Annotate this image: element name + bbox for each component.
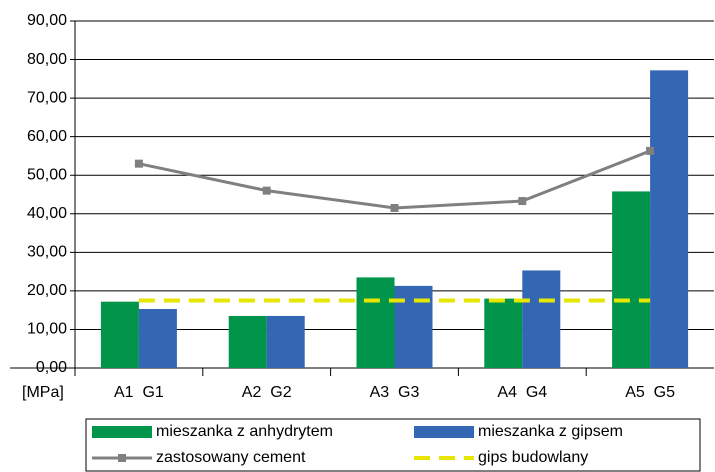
y-unit: [MPa] <box>22 384 64 401</box>
legend-swatch <box>414 426 474 438</box>
y-tick-label: 30,00 <box>27 244 67 261</box>
y-tick-label: 90,00 <box>27 12 67 29</box>
bar <box>650 70 689 369</box>
line-marker <box>262 186 271 195</box>
legend-label: gips budowlany <box>478 449 588 466</box>
bar <box>228 315 267 368</box>
y-tick-label: 10,00 <box>27 321 67 338</box>
x-tick-label: A2 G2 <box>242 384 292 401</box>
y-tick-label: 80,00 <box>27 51 67 68</box>
line-marker <box>646 146 655 155</box>
line-marker <box>518 197 527 206</box>
bar <box>394 285 433 368</box>
y-tick-label: 70,00 <box>27 89 67 106</box>
legend-swatch <box>92 426 152 438</box>
bar <box>100 301 139 368</box>
bar <box>522 270 561 368</box>
bar <box>266 315 305 368</box>
y-tick-label: 50,00 <box>27 166 67 183</box>
legend-box <box>85 418 701 472</box>
legend-label: zastosowany cement <box>156 449 306 466</box>
x-tick-label: A4 G4 <box>497 384 547 401</box>
x-tick-label: A3 G3 <box>370 384 420 401</box>
line-series <box>138 149 651 210</box>
y-tick-label: 20,00 <box>27 282 67 299</box>
bar <box>612 191 651 368</box>
line-marker <box>390 203 399 212</box>
bar <box>138 309 177 368</box>
y-tick-label: 40,00 <box>27 205 67 222</box>
x-tick-label: A1 G1 <box>114 384 164 401</box>
bar <box>356 277 395 368</box>
bar <box>484 298 523 368</box>
y-tick-label: 60,00 <box>27 128 67 145</box>
legend-marker <box>118 454 126 462</box>
line-marker <box>134 159 143 168</box>
legend-label: mieszanka z anhydrytem <box>156 423 333 440</box>
x-tick-label: A5 G5 <box>625 384 675 401</box>
legend-label: mieszanka z gipsem <box>478 423 623 440</box>
